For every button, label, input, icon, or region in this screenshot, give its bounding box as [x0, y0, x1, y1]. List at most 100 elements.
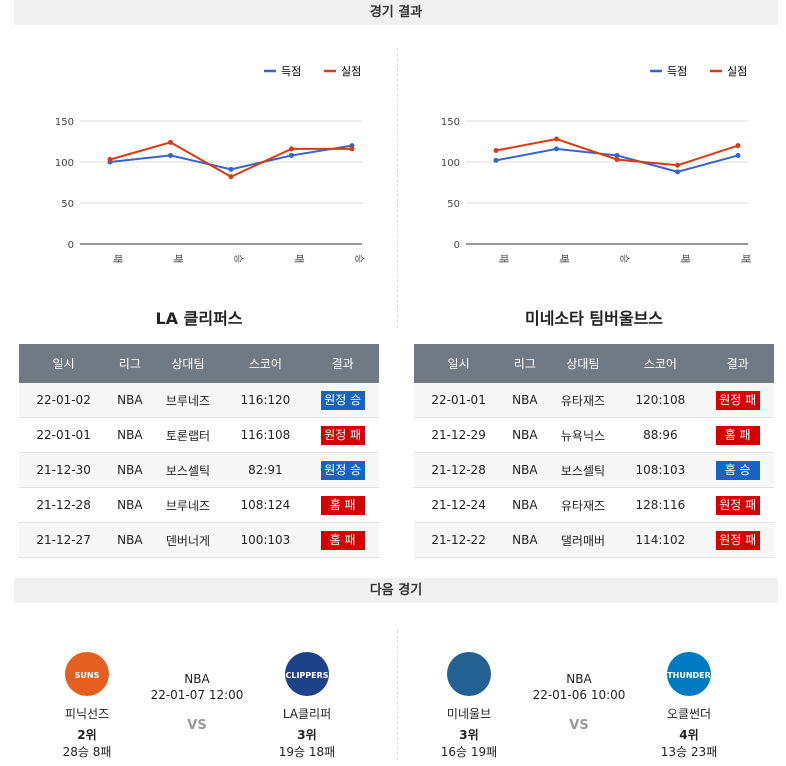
cell: 뉴욕닉스	[546, 417, 620, 453]
team-logo	[447, 652, 491, 696]
y-tick-label: 100	[55, 158, 74, 169]
cell: 108:103	[619, 452, 702, 488]
column-header: 리그	[503, 344, 547, 383]
team-logo: SUNS	[65, 652, 109, 696]
next-header: 다음 경기	[14, 578, 778, 603]
legend-label: 득점	[281, 65, 301, 78]
team-name: 피닉선즈	[64, 707, 110, 721]
table-row: 21-12-28 NBA 브루네즈 108:124 홈 패	[19, 487, 379, 523]
table-row: 22-01-01 NBA 토론랩터 116:108 원정 패	[19, 417, 379, 453]
table-row: 21-12-28 NBA 보스셀틱 108:103 홈 승	[414, 452, 774, 488]
results-table: 일시 리그 상대팀 스코어 결과 22-01-01 NBA 유타재즈 120:108 원정 패 21…	[414, 344, 774, 558]
x-tick-label: 패	[679, 254, 691, 263]
team: 미네울브 3위 16승 19패	[419, 648, 519, 760]
point	[228, 174, 234, 180]
cell: NBA	[503, 383, 547, 418]
vs: VS	[569, 718, 589, 733]
cell: 21-12-29	[414, 417, 504, 453]
team-record: 19승 18패	[278, 745, 336, 759]
result-badge: 홈 승	[715, 460, 760, 480]
cell: 22-01-01	[414, 383, 504, 418]
divider	[397, 630, 398, 760]
team-rank: 3위	[297, 728, 317, 742]
column-header: 결과	[306, 344, 379, 383]
column-header: 스코어	[224, 344, 307, 383]
result-badge: 홈 패	[320, 530, 365, 550]
column-header: 일시	[19, 344, 109, 383]
cell: 보스셀틱	[151, 452, 225, 488]
team: CLIPPERS LA클리퍼 3위 19승 18패	[257, 648, 357, 760]
team-record: 13승 23패	[660, 745, 718, 759]
x-tick-label: 패	[172, 254, 184, 263]
results-header: 경기 결과	[14, 0, 778, 25]
cell: 토론랩터	[151, 417, 225, 453]
cell: 원정 패	[306, 417, 379, 453]
logo-text: CLIPPERS	[285, 671, 328, 680]
cell: 홈 패	[306, 522, 379, 558]
column-header: 상대팀	[546, 344, 620, 383]
result-badge: 홈 패	[715, 425, 760, 445]
x-tick-label: 패	[293, 254, 305, 263]
logo-text: SUNS	[75, 671, 100, 680]
point	[107, 157, 113, 163]
table-row: 21-12-30 NBA 보스셀틱 82:91 원정 승	[19, 452, 379, 488]
cell: 홈 승	[701, 452, 774, 488]
result-badge: 원정 패	[715, 495, 760, 515]
cell: 22-01-02	[19, 383, 109, 418]
cell: 21-12-22	[414, 522, 504, 558]
team-record: 16승 19패	[440, 745, 498, 759]
cell: 21-12-24	[414, 487, 504, 523]
x-tick-label: 승	[353, 254, 365, 263]
y-tick-label: 50	[447, 199, 460, 210]
cell: 원정 패	[701, 383, 774, 418]
cell: 21-12-28	[414, 452, 504, 488]
point	[554, 146, 559, 152]
cell: NBA	[108, 417, 152, 453]
game-time: 22-01-06 10:00	[532, 688, 626, 702]
cell: NBA	[108, 383, 152, 418]
result-badge: 홈 패	[320, 495, 365, 515]
point	[614, 152, 620, 158]
cell: 114:102	[619, 522, 702, 558]
line-chart: 0 50 100 150 패 패 승 패 승 득점 실점	[55, 65, 365, 263]
cell: 댈러매버	[546, 522, 620, 558]
team-rank: 3위	[459, 728, 479, 742]
cell: 108:124	[224, 487, 307, 523]
cell: 원정 패	[701, 522, 774, 558]
point	[228, 166, 234, 172]
table-row: 21-12-24 NBA 유타재즈 128:116 원정 패	[414, 487, 774, 523]
logo-shape	[285, 652, 329, 696]
result-badge: 원정 승	[320, 460, 365, 480]
team: SUNS 피닉선즈 2위 28승 8패	[37, 648, 137, 760]
point	[349, 146, 355, 152]
point	[614, 157, 620, 163]
logo-shape	[667, 652, 711, 696]
column-header: 스코어	[619, 344, 702, 383]
legend-label: 실점	[727, 65, 747, 78]
vs: VS	[187, 718, 207, 733]
logo-shape	[65, 652, 109, 696]
header-row: 일시 리그 상대팀 스코어 결과	[19, 344, 379, 383]
x-tick-label: 승	[232, 254, 244, 263]
cell: 82:91	[224, 452, 307, 488]
team-rank: 4위	[679, 728, 699, 742]
cell: NBA	[108, 487, 152, 523]
x-tick-label: 승	[618, 254, 630, 263]
x-tick-label: 패	[497, 254, 509, 263]
table-row: 22-01-02 NBA 브루네즈 116:120 원정 승	[19, 383, 379, 418]
cell: 21-12-27	[19, 522, 109, 558]
cell: 브루네즈	[151, 383, 225, 418]
x-tick-label: 패	[739, 254, 751, 263]
team-name: 미네울브	[446, 707, 492, 721]
cell: 100:103	[224, 522, 307, 558]
column-header: 상대팀	[151, 344, 225, 383]
y-tick-label: 0	[68, 240, 74, 251]
header-row: 일시 리그 상대팀 스코어 결과	[414, 344, 774, 383]
table-row: 21-12-29 NBA 뉴욕닉스 88:96 홈 패	[414, 417, 774, 453]
point	[289, 152, 294, 158]
y-tick-label: 0	[454, 240, 460, 251]
column-header: 리그	[108, 344, 152, 383]
team-rank: 2위	[77, 728, 97, 742]
point	[735, 152, 741, 158]
cell: NBA	[108, 452, 152, 488]
